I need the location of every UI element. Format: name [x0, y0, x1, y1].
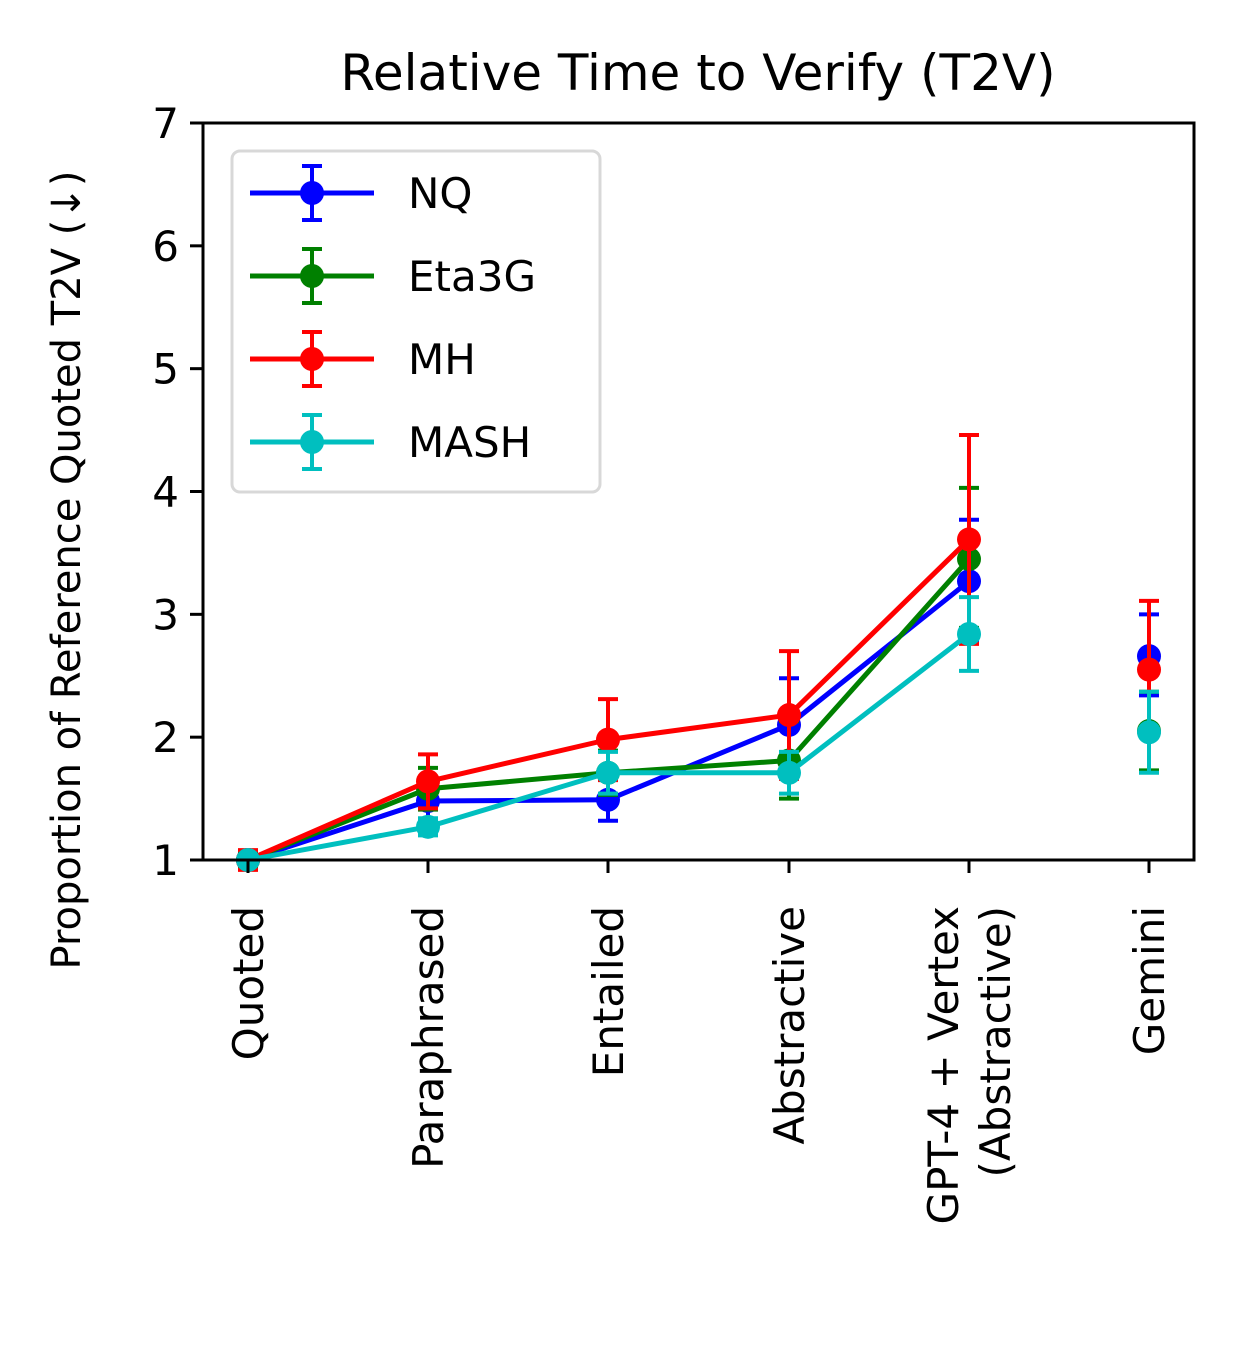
series-nq [236, 517, 1161, 872]
data-point [777, 703, 801, 728]
series-mh [236, 432, 1161, 872]
legend-label: MH [408, 335, 476, 384]
data-point [957, 527, 981, 552]
y-tick-label: 2 [152, 713, 179, 762]
legend-item-mash: MASH [250, 413, 531, 471]
x-tick-label: Gemini [1125, 906, 1174, 1055]
y-tick-label: 7 [152, 99, 179, 148]
legend-item-mh: MH [250, 330, 476, 388]
legend-item-eta3g: Eta3G [250, 247, 536, 305]
legend-frame [230, 149, 602, 494]
x-tick-label: Entailed [584, 906, 633, 1077]
x-tick-label: Quoted [224, 906, 273, 1060]
y-tick-label: 3 [152, 590, 179, 639]
legend-marker [300, 181, 324, 205]
data-point [1137, 720, 1161, 745]
legend-label: Eta3G [408, 252, 536, 301]
x-tick-label-line: Quoted [224, 906, 273, 1060]
plot-area [236, 432, 1161, 872]
x-tick-label: Paraphrased [404, 906, 453, 1169]
chart-title: Relative Time to Verify (T2V) [340, 44, 1055, 102]
legend-label: NQ [408, 169, 472, 218]
data-point [416, 769, 440, 794]
legend: NQ Eta3G MH MASH [230, 149, 602, 494]
y-tick-label: 6 [152, 222, 179, 271]
series-eta3g [236, 485, 1161, 872]
legend-marker [300, 347, 324, 371]
x-tick-label-line: GPT-4 + Vertex [919, 906, 968, 1224]
y-axis-label: Proportion of Reference Quoted T2V (↓) [44, 171, 90, 970]
data-point [777, 760, 801, 785]
x-tick-label-line: Gemini [1125, 906, 1174, 1055]
x-tick-label: GPT-4 + Vertex(Abstractive) [919, 906, 1020, 1224]
y-tick-label: 1 [152, 836, 179, 885]
legend-marker [300, 430, 324, 454]
x-tick-label-line: Paraphrased [404, 906, 453, 1169]
data-point [1137, 657, 1161, 682]
y-tick-label: 5 [152, 345, 179, 394]
x-tick-label-line: Entailed [584, 906, 633, 1077]
legend-label: MASH [408, 418, 531, 467]
x-tick-label: Abstractive [765, 906, 814, 1145]
data-point [596, 760, 620, 785]
data-point [957, 621, 981, 646]
x-tick-label-line: (Abstractive) [971, 906, 1020, 1177]
y-tick-label: 4 [152, 468, 179, 517]
legend-marker [300, 264, 324, 288]
data-point [596, 727, 620, 752]
data-point [416, 814, 440, 839]
series-mash [236, 595, 1161, 872]
x-tick-label-line: Abstractive [765, 906, 814, 1145]
legend-item-nq: NQ [250, 164, 472, 222]
